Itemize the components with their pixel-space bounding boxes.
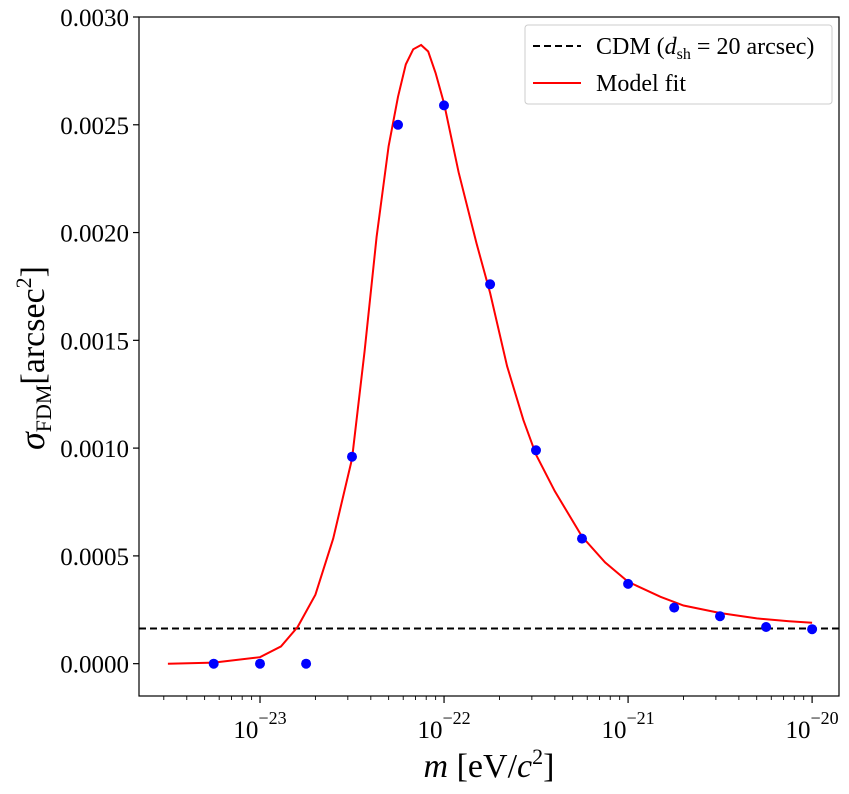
x-tick-label: 10−23 bbox=[233, 708, 286, 744]
data-point bbox=[807, 624, 818, 635]
x-tick-label: 10−20 bbox=[786, 708, 839, 744]
data-point bbox=[439, 100, 449, 111]
data-point bbox=[577, 533, 587, 544]
x-axis-label: m [eV/c2] bbox=[424, 744, 555, 785]
y-tick-label: 0.0020 bbox=[60, 221, 129, 248]
data-point bbox=[208, 658, 219, 669]
y-tick-label: 0.0000 bbox=[60, 652, 129, 679]
plot-frame bbox=[138, 16, 840, 697]
y-tick-label: 0.0010 bbox=[60, 436, 129, 463]
data-point bbox=[301, 658, 312, 669]
legend: CDM (dsh = 20 arcsec) Model fit bbox=[524, 24, 833, 105]
x-tick-label: 10−21 bbox=[601, 708, 654, 744]
model-fit-line bbox=[167, 43, 813, 665]
legend-cdm-label: CDM (dsh = 20 arcsec) bbox=[596, 34, 814, 63]
x-tick-label: 10−22 bbox=[417, 708, 470, 744]
data-point bbox=[255, 658, 265, 669]
y-tick-label: 0.0025 bbox=[60, 113, 129, 140]
legend-box bbox=[524, 24, 833, 105]
y-tick-label: 0.0030 bbox=[60, 5, 129, 32]
y-tick-label: 0.0015 bbox=[60, 328, 129, 355]
data-point bbox=[485, 279, 496, 290]
data-point bbox=[393, 119, 403, 130]
data-point bbox=[347, 451, 357, 462]
data-point bbox=[623, 578, 634, 589]
data-point bbox=[761, 622, 772, 632]
data-point bbox=[531, 445, 541, 456]
legend-model-label: Model fit bbox=[596, 71, 686, 97]
data-point bbox=[669, 602, 680, 613]
y-axis-label: σFDM[arcsec2] bbox=[11, 266, 56, 450]
y-tick-label: 0.0005 bbox=[60, 544, 129, 571]
data-point bbox=[715, 611, 725, 622]
